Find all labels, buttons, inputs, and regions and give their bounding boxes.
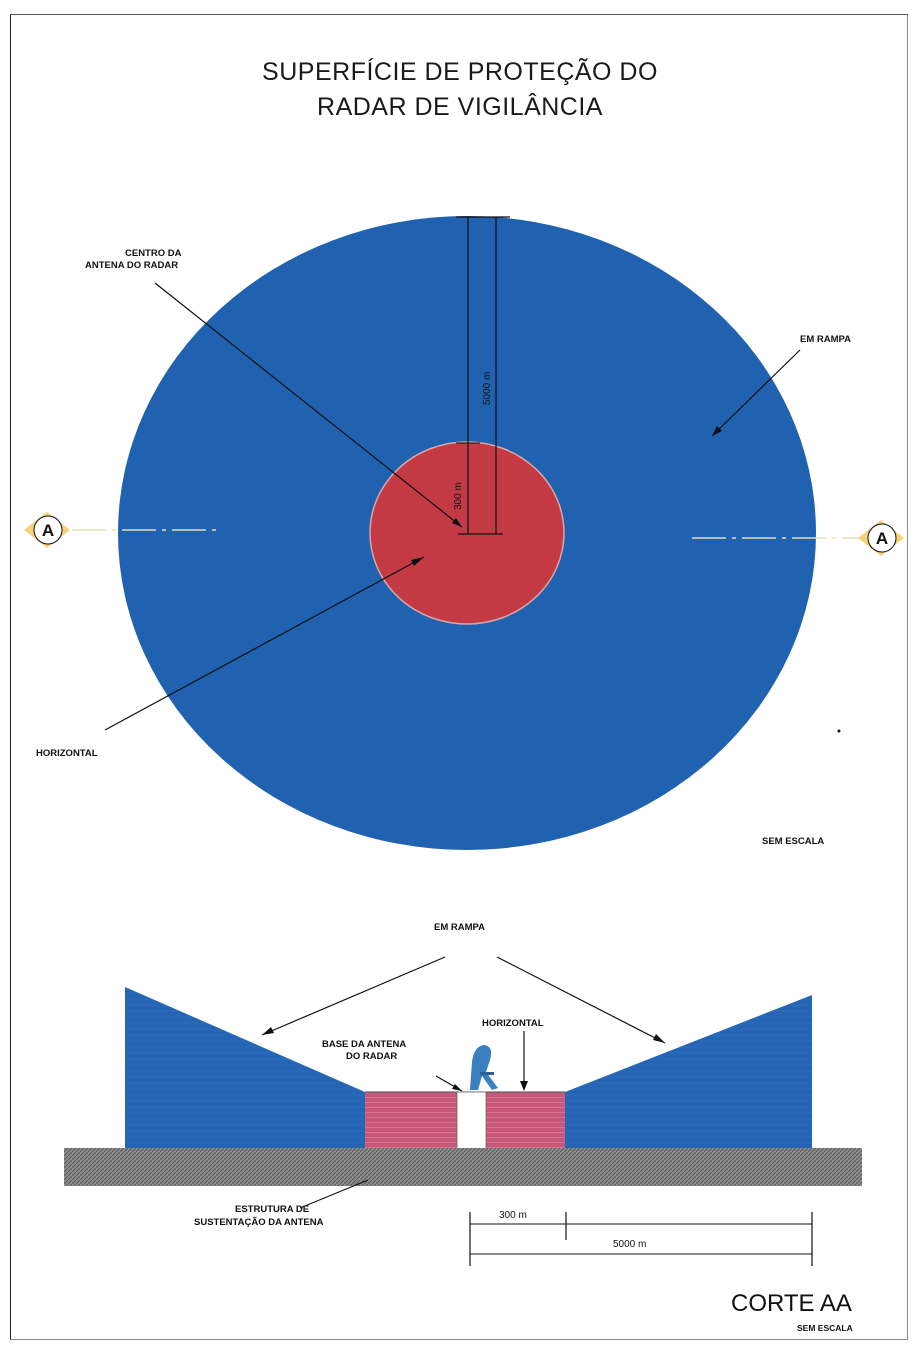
diagram-title-line1: SUPERFÍCIE DE PROTEÇÃO DO — [262, 58, 658, 86]
ramp-arrow-head-section-left — [262, 1027, 274, 1035]
horizontal-surface-right-section — [486, 1092, 565, 1150]
ramp-label-section: EM RAMPA — [434, 922, 485, 933]
horizontal-surface-left-section — [365, 1092, 457, 1150]
section-marker-right: A — [858, 520, 904, 556]
radar-antenna-icon — [470, 1045, 498, 1090]
horizontal-arrow-head-plan — [411, 557, 424, 566]
section-marker-left-label: A — [42, 521, 54, 540]
ramp-arrow-head-section-right — [653, 1034, 665, 1043]
structure-leader-line-section — [299, 1179, 369, 1209]
plan-view: 300 m 5000 m CENTRO DA ANTENA DO RADAR E… — [24, 216, 904, 850]
section-title: CORTE AA — [731, 1290, 852, 1317]
section-view: EM RAMPA HORIZONTAL BASE DA ANTENA DO RA… — [64, 922, 862, 1333]
horizontal-leader-line-plan — [104, 556, 425, 731]
section-dimension-label-300m: 300 m — [499, 1210, 527, 1221]
horizontal-label-plan: HORIZONTAL — [36, 748, 98, 759]
ramp-label-plan: EM RAMPA — [800, 334, 851, 345]
center-arrow-head — [452, 518, 462, 527]
center-leader-line — [154, 282, 463, 528]
ramp-leader-line-plan — [711, 349, 801, 437]
ramp-surface-left-section — [125, 987, 365, 1150]
ground-structure-section — [64, 1148, 862, 1186]
structure-label-line2: SUSTENTAÇÃO DA ANTENA — [194, 1217, 324, 1228]
dimension-label-5000m-plan: 5000 m — [482, 372, 493, 405]
base-label-line1: BASE DA ANTENA — [322, 1039, 406, 1050]
base-label-line2: DO RADAR — [346, 1051, 397, 1062]
section-scale-note: SEM ESCALA — [797, 1323, 853, 1333]
scale-note-plan: SEM ESCALA — [762, 836, 824, 847]
ramp-arrow-head-plan — [712, 426, 722, 436]
ramp-leader-line-section-right — [496, 956, 666, 1044]
structure-label-line1: ESTRUTURA DE — [235, 1204, 309, 1215]
dimension-label-300m-plan: 300 m — [453, 482, 464, 510]
section-dimension-label-5000m: 5000 m — [613, 1239, 646, 1250]
horizontal-surface-plan — [369, 441, 565, 625]
ramp-leader-line-section-left — [261, 956, 446, 1036]
base-arrow-head-section — [452, 1084, 462, 1091]
ramp-surface-right-section — [565, 995, 812, 1150]
page-border — [10, 14, 908, 1340]
center-label-line2: ANTENA DO RADAR — [85, 260, 178, 271]
horizontal-label-section: HORIZONTAL — [482, 1018, 544, 1029]
center-label-line1: CENTRO DA — [125, 248, 182, 259]
horizontal-arrow-head-section — [520, 1081, 528, 1091]
diagram-title-line2: RADAR DE VIGILÂNCIA — [317, 93, 603, 121]
stray-dot — [837, 729, 841, 733]
section-marker-left: A — [24, 512, 70, 548]
antenna-tower-section — [456, 1091, 487, 1151]
section-marker-right-label: A — [876, 529, 888, 548]
